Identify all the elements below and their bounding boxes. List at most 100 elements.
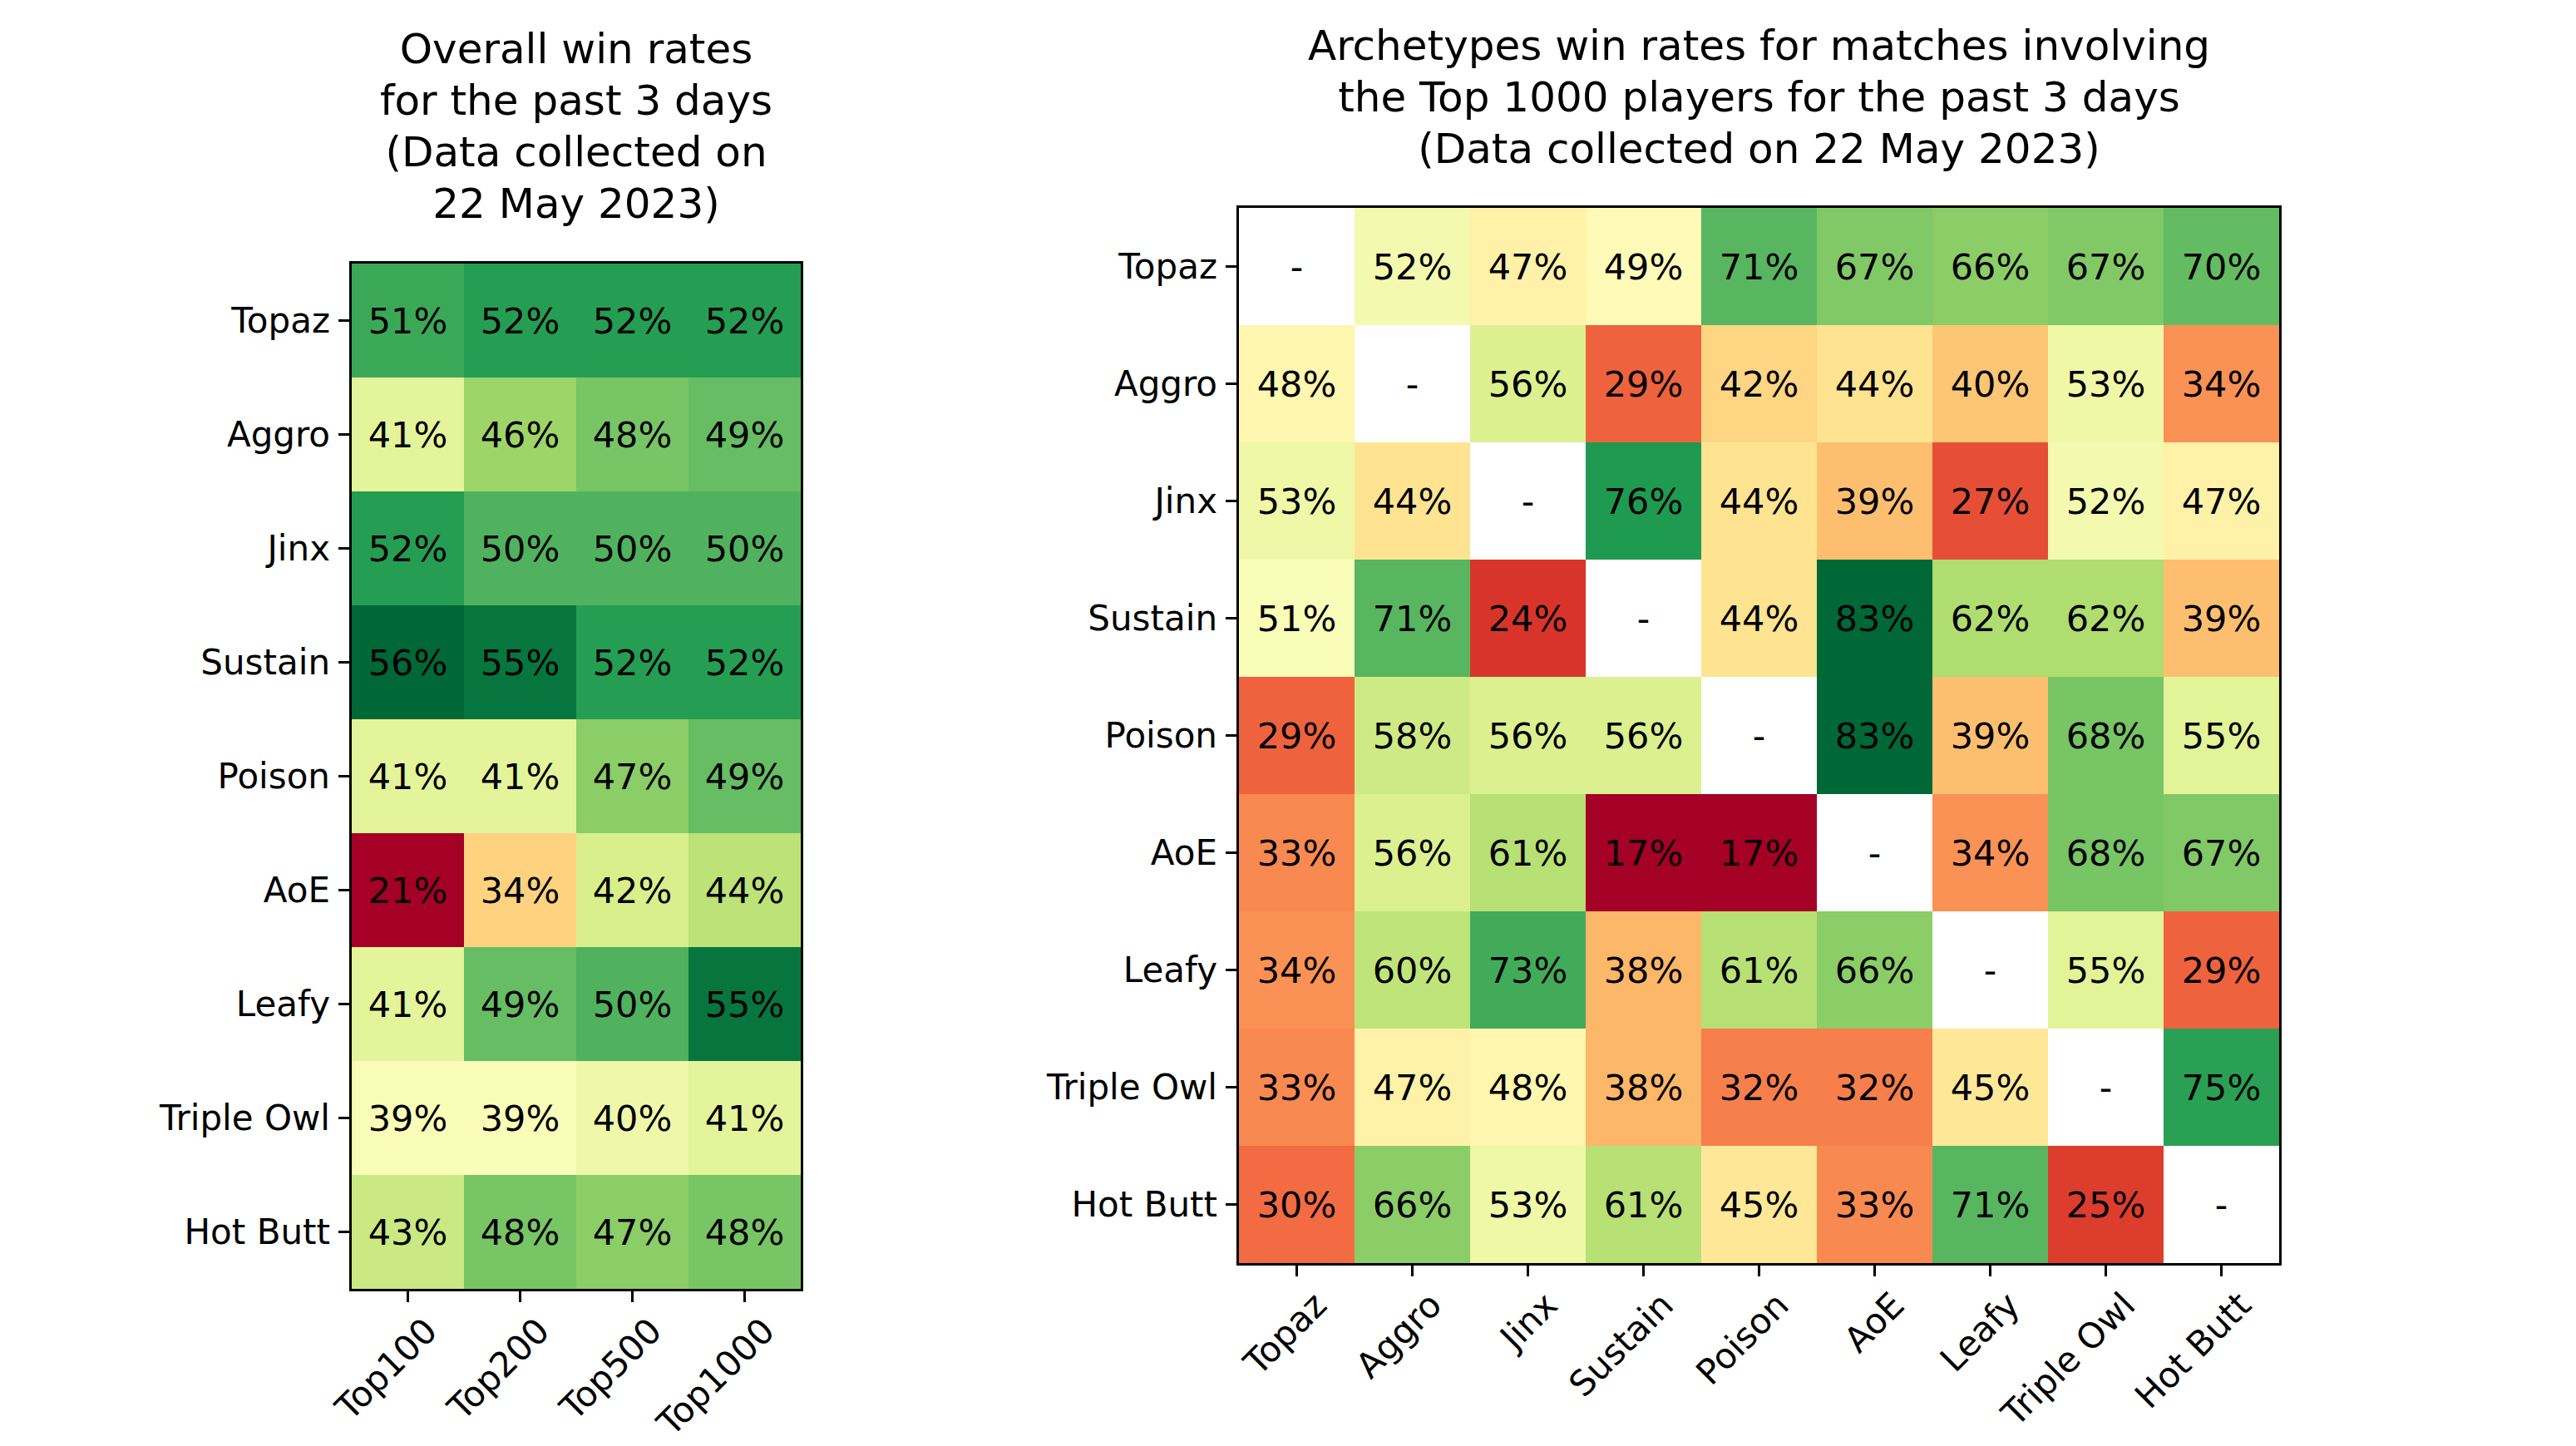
heatmap-cell: 52%: [576, 264, 688, 378]
row-tick-label: AoE: [72, 866, 330, 915]
x-tick: [1758, 1266, 1760, 1276]
x-tick: [2105, 1266, 2107, 1276]
x-tick: [1295, 1266, 1298, 1276]
heatmap-cell: 71%: [1355, 560, 1470, 677]
row-tick-label: Hot Butt: [72, 1207, 330, 1257]
y-tick: [1226, 382, 1236, 385]
heatmap-cell: 40%: [576, 1061, 688, 1175]
heatmap-cell: 67%: [1817, 208, 1932, 325]
x-tick: [407, 1291, 409, 1302]
heatmap-cell: 67%: [2048, 208, 2164, 325]
heatmap-cell: 39%: [352, 1061, 464, 1175]
heatmap-cell: 76%: [1586, 442, 1701, 560]
col-tick-label-text: Hot Butt: [2128, 1286, 2258, 1416]
heatmap-cell: 61%: [1586, 1146, 1701, 1263]
col-tick-label-text: Top200: [442, 1311, 557, 1427]
row-tick-label: Hot Butt: [960, 1180, 1217, 1230]
row-tick-label: Topaz: [960, 242, 1217, 292]
heatmap-cell: 66%: [1932, 208, 2048, 325]
row-tick-label: Poison: [960, 711, 1217, 761]
y-tick: [1226, 500, 1236, 502]
heatmap-cell: 75%: [2164, 1029, 2279, 1146]
heatmap-cell: 53%: [1239, 442, 1355, 560]
heatmap-cell: 55%: [688, 947, 801, 1061]
heatmap-cell: 33%: [1817, 1146, 1932, 1263]
heatmap-cell: 42%: [1701, 325, 1817, 442]
x-tick: [1989, 1266, 1991, 1276]
heatmap-cell: 48%: [1239, 325, 1355, 442]
heatmap-cell: 61%: [1701, 911, 1817, 1029]
heatmap-cell: 39%: [1817, 442, 1932, 560]
col-tick-label-text: Sustain: [1562, 1286, 1680, 1404]
y-tick: [1226, 617, 1236, 619]
heatmap-cell: 41%: [352, 947, 464, 1061]
heatmap-cell: 43%: [352, 1175, 464, 1289]
heatmap-cell-empty: -: [2164, 1146, 2279, 1263]
y-tick: [1226, 265, 1236, 268]
heatmap-cell: 38%: [1586, 1029, 1701, 1146]
heatmap-cell: 83%: [1817, 677, 1932, 794]
row-tick-label: Aggro: [72, 410, 330, 460]
heatmap-cell: 47%: [2164, 442, 2279, 560]
heatmap-cell: 52%: [688, 605, 801, 719]
heatmap-cell: 34%: [1239, 911, 1355, 1029]
heatmap-axes: 51%52%52%52%41%46%48%49%52%50%50%50%56%5…: [349, 261, 803, 1291]
heatmap-cell: 52%: [2048, 442, 2164, 560]
heatmap-cell: 44%: [1701, 442, 1817, 560]
x-tick: [519, 1291, 521, 1302]
heatmap-cell: 52%: [464, 264, 576, 378]
heatmap-cell: 41%: [352, 378, 464, 491]
heatmap-cell: 39%: [2164, 560, 2279, 677]
heatmap-cell: 52%: [688, 264, 801, 378]
heatmap-cell: 46%: [464, 378, 576, 491]
heatmap-cell-empty: -: [1586, 560, 1701, 677]
chart-title-line: (Data collected on: [352, 126, 801, 178]
heatmap-cell: 29%: [2164, 911, 2279, 1029]
y-tick: [338, 433, 349, 436]
heatmap-cell: 44%: [1355, 442, 1470, 560]
heatmap-cell: 21%: [352, 833, 464, 947]
heatmap-cell: 68%: [2048, 794, 2164, 911]
chart-title-line: (Data collected on 22 May 2023): [1239, 123, 2279, 175]
heatmap-cell: 52%: [576, 605, 688, 719]
heatmap-cell: 83%: [1817, 560, 1932, 677]
heatmap-cell: 17%: [1701, 794, 1817, 911]
heatmap-cell: 39%: [1932, 677, 2048, 794]
x-tick: [743, 1291, 746, 1302]
heatmap-cell: 30%: [1239, 1146, 1355, 1263]
heatmap-cell: 53%: [2048, 325, 2164, 442]
y-tick: [338, 1003, 349, 1005]
heatmap-cell: 56%: [1586, 677, 1701, 794]
heatmap-cell: 44%: [1817, 325, 1932, 442]
heatmap-cell: 48%: [576, 378, 688, 491]
row-tick-label: AoE: [960, 828, 1217, 878]
col-tick-label-text: Top100: [329, 1311, 445, 1427]
heatmap-cell: 66%: [1817, 911, 1932, 1029]
heatmap-cell: 70%: [2164, 208, 2279, 325]
col-tick-label-text: AoE: [1838, 1286, 1912, 1360]
y-tick: [1226, 1203, 1236, 1206]
row-tick-label: Aggro: [960, 359, 1217, 409]
heatmap-cell: 47%: [576, 719, 688, 833]
heatmap-cell: 51%: [1239, 560, 1355, 677]
heatmap-cell: 45%: [1701, 1146, 1817, 1263]
heatmap-cell: 55%: [2048, 911, 2164, 1029]
row-tick-label: Triple Owl: [960, 1063, 1217, 1113]
heatmap-cell: 68%: [2048, 677, 2164, 794]
heatmap-cell: 71%: [1932, 1146, 2048, 1263]
col-tick-label-text: Topaz: [1237, 1286, 1334, 1382]
heatmap-cell: 32%: [1817, 1029, 1932, 1146]
heatmap-cell: 17%: [1586, 794, 1701, 911]
y-tick: [338, 1117, 349, 1119]
chart-title-line: 22 May 2023): [352, 178, 801, 229]
heatmap-cell: 47%: [1355, 1029, 1470, 1146]
heatmap-cell: 73%: [1470, 911, 1586, 1029]
heatmap-cell: 32%: [1701, 1029, 1817, 1146]
heatmap-cell-empty: -: [1355, 325, 1470, 442]
chart-title: Archetypes win rates for matches involvi…: [1239, 20, 2279, 175]
heatmap-cell: 62%: [1932, 560, 2048, 677]
heatmap-cell: 55%: [2164, 677, 2279, 794]
heatmap-cell: 47%: [576, 1175, 688, 1289]
heatmap-cell: 55%: [464, 605, 576, 719]
heatmap-cell: 48%: [464, 1175, 576, 1289]
